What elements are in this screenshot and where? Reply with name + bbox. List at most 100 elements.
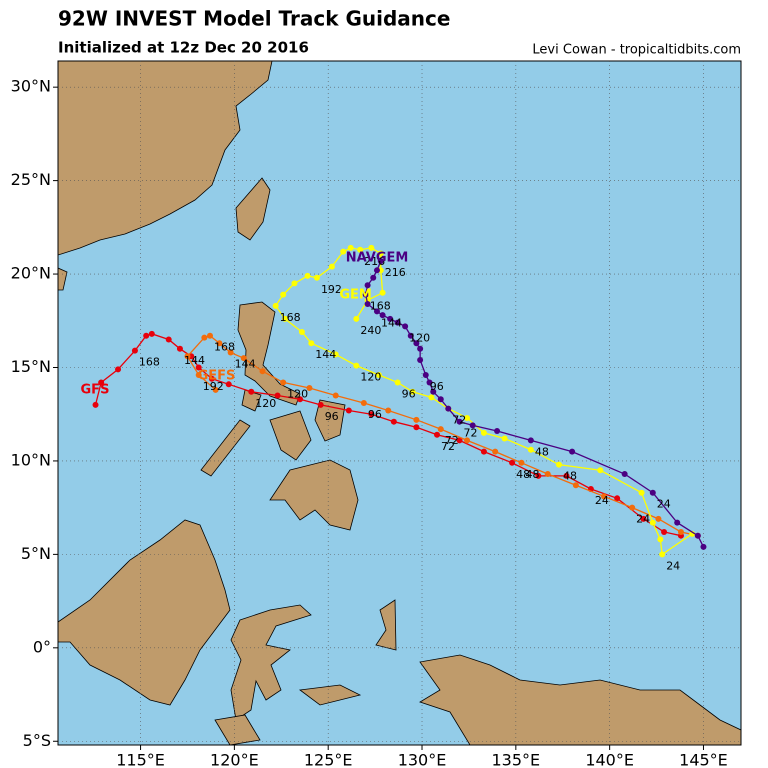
y-tick-label: 15°N [11,357,51,376]
hour-label: 120 [255,397,276,410]
track-point [535,472,542,479]
y-tick-label: 5°S [23,731,51,750]
track-point [394,379,401,386]
track-point [456,418,463,425]
track-point [184,353,191,360]
track-point [469,422,476,429]
track-point [437,426,444,433]
track-point [308,340,315,347]
hour-label: 24 [595,494,609,507]
y-tick-label: 0° [33,637,51,656]
credit: Levi Cowan - tropicaltidbits.com [532,43,741,58]
track-point [165,336,172,343]
model-name: GFS [81,382,110,397]
track-point [379,289,386,296]
track-point [501,435,508,442]
hour-label: 168 [214,341,235,354]
track-point [657,536,664,543]
track-point [143,332,150,339]
track-point [206,332,213,339]
track-point [375,371,382,378]
track-point [402,323,409,330]
track-point [225,381,232,388]
y-tick-label: 20°N [11,264,51,283]
track-point [298,328,305,335]
hour-label: 168 [280,311,301,324]
track-point [362,291,369,298]
track-point [115,366,122,373]
x-tick-label: 115°E [116,751,165,768]
track-point [304,272,311,279]
model-name: GEM [339,287,372,302]
hour-label: 216 [364,255,385,268]
track-point [347,244,354,251]
track-point [464,414,471,421]
track-point [357,246,364,253]
track-point [345,407,352,414]
track-point [437,396,444,403]
track-point [677,528,684,535]
hour-label: 168 [139,356,160,369]
track-point [409,388,416,395]
track-point [544,471,551,478]
track-point [527,446,534,453]
track-point [370,274,377,281]
track-point [480,429,487,436]
track-point [494,428,501,435]
hour-label: 120 [287,387,308,400]
track-point [379,312,386,319]
y-tick-label: 5°N [21,544,51,563]
track-point [464,437,471,444]
track-point [317,401,324,408]
track-point [655,515,662,522]
track-point [417,345,424,352]
track-point [563,472,570,479]
track-point [148,330,155,337]
hour-label: 72 [445,434,459,447]
track-point [364,282,371,289]
track-point [407,332,414,339]
x-tick-label: 125°E [304,751,353,768]
land [58,61,741,745]
track-point [201,334,208,341]
track-point [291,280,298,287]
track-point [240,355,247,362]
track-point [387,315,394,322]
hour-label: 192 [321,283,342,296]
x-tick-label: 145°E [679,751,728,768]
track-point [661,528,668,535]
track-point [527,437,534,444]
track-point [195,371,202,378]
track-point [280,291,287,298]
hour-label: 120 [360,371,381,384]
track-point [417,357,424,364]
hour-label: 144 [235,358,256,371]
track-point [445,405,452,412]
hour-label: 48 [535,445,549,458]
track-point [674,519,681,526]
hour-label: 216 [385,266,406,279]
track-point [601,493,608,500]
tracks: 24487296120144168GFS24487296120144168192… [81,244,707,572]
track-point [332,351,339,358]
track-point [282,315,289,322]
track-point [390,418,397,425]
hour-label: 144 [315,348,336,361]
chart-title: 92W INVEST Model Track Guidance [58,7,450,31]
track-point [272,302,279,309]
x-tick-label: 140°E [585,751,634,768]
track-point [368,244,375,251]
track-point [353,362,360,369]
track-point [306,385,313,392]
hour-label: 72 [441,440,455,453]
track-point [597,467,604,474]
y-tick-label: 10°N [11,450,51,469]
track-point [92,401,99,408]
track-point [176,345,183,352]
track-point [195,364,202,371]
track-point [394,319,401,326]
x-tick-label: 130°E [398,751,447,768]
track-point [614,495,621,502]
hour-label: 48 [525,468,539,481]
track-point [572,482,579,489]
